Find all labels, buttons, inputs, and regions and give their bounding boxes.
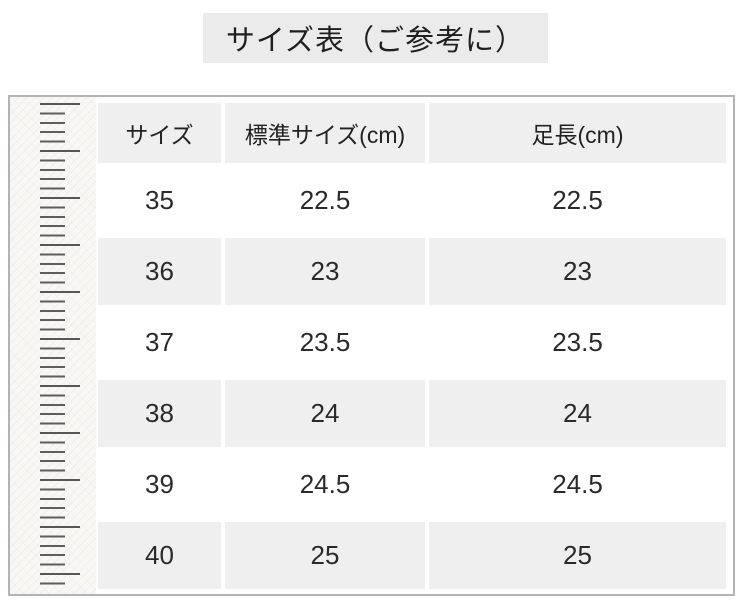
table-cell: 24.5: [225, 451, 425, 518]
table-cell: 23: [429, 238, 726, 305]
table-cell: 24: [429, 380, 726, 447]
table-cell: 39: [98, 451, 221, 518]
size-table: サイズ 標準サイズ(cm) 足長(cm) 35 22.5 22.5 36 23 …: [96, 97, 733, 594]
table-cell: 23.5: [225, 309, 425, 376]
page-title: サイズ表（ご参考に）: [203, 13, 548, 63]
ruler-ticks-icon: [40, 103, 80, 585]
table-header-standard-size: 標準サイズ(cm): [225, 103, 425, 163]
table-cell: 36: [98, 238, 221, 305]
table-cell: 40: [98, 522, 221, 589]
table-cell: 23.5: [429, 309, 726, 376]
table-header-foot-length: 足長(cm): [429, 103, 726, 163]
size-chart-frame: サイズ 標準サイズ(cm) 足長(cm) 35 22.5 22.5 36 23 …: [8, 95, 735, 596]
ruler-graphic: [10, 97, 96, 594]
table-cell: 25: [429, 522, 726, 589]
table-cell: 22.5: [225, 167, 425, 234]
table-cell: 22.5: [429, 167, 726, 234]
table-cell: 38: [98, 380, 221, 447]
table-cell: 25: [225, 522, 425, 589]
table-cell: 24.5: [429, 451, 726, 518]
table-cell: 24: [225, 380, 425, 447]
table-cell: 23: [225, 238, 425, 305]
table-cell: 37: [98, 309, 221, 376]
table-header-size: サイズ: [98, 103, 221, 163]
table-cell: 35: [98, 167, 221, 234]
